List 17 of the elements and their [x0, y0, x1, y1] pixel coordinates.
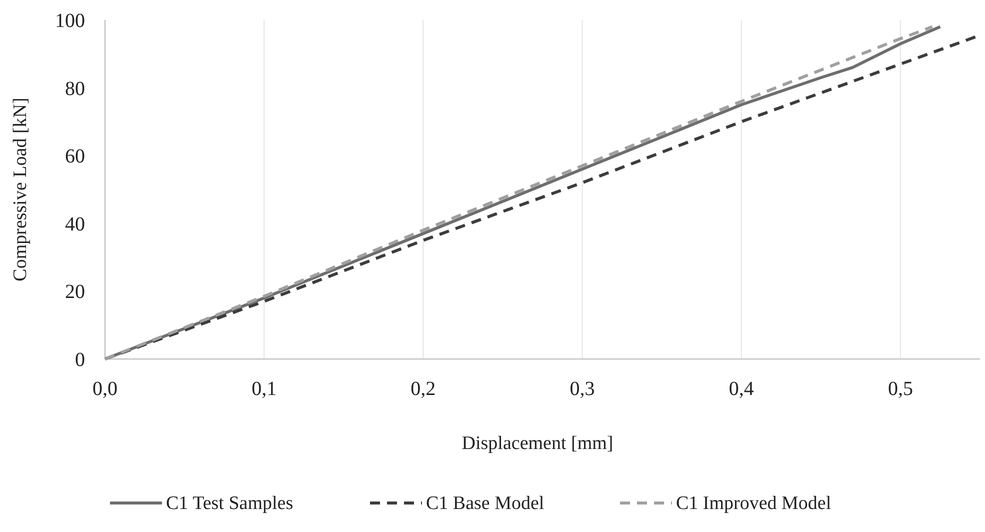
y-axis-title: Compressive Load [kN] [10, 98, 31, 282]
y-tick-label: 40 [65, 213, 85, 236]
legend-label: C1 Base Model [426, 493, 544, 514]
x-tick-label: 0,1 [252, 378, 277, 400]
x-tick-label: 0,4 [728, 378, 754, 400]
x-axis-title: Displacement [mm] [462, 433, 614, 454]
legend-label: C1 Improved Model [676, 493, 832, 514]
y-tick-label: 0 [75, 349, 85, 371]
y-tick-label: 80 [65, 78, 85, 100]
y-tick-label: 20 [65, 281, 85, 304]
x-tick-label: 0,5 [888, 378, 913, 400]
x-tick-label: 0,2 [410, 378, 436, 400]
y-tick-label: 60 [65, 146, 85, 168]
y-tick-label: 100 [55, 10, 85, 32]
x-tick-label: 0,3 [570, 378, 595, 400]
x-tick-label: 0,0 [92, 378, 118, 400]
legend-label: C1 Test Samples [166, 493, 294, 514]
